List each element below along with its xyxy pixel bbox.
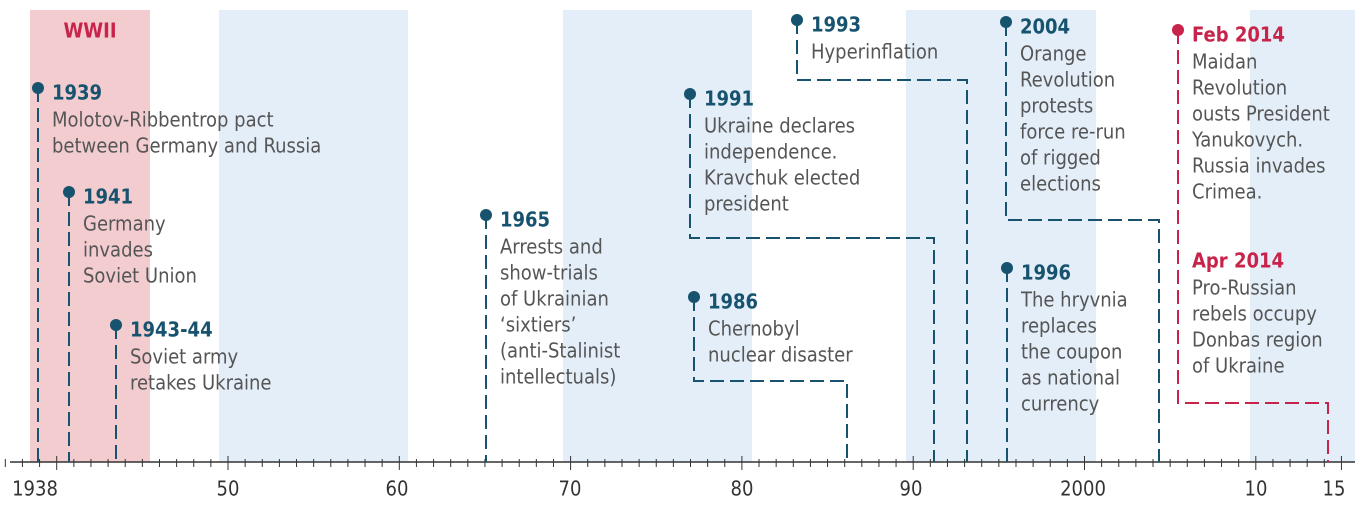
decade-band: [563, 10, 752, 462]
decade-band: [906, 10, 1096, 462]
event-dot: [32, 82, 44, 94]
event-dot: [688, 291, 700, 303]
decade-band: [219, 10, 408, 462]
event-year: 1993: [811, 13, 861, 37]
event-dot: [1172, 24, 1184, 36]
wwii-label: WWII: [63, 19, 116, 43]
event-text: independence.: [704, 140, 837, 164]
connector: [1177, 30, 1329, 462]
event-text: as national: [1021, 366, 1120, 390]
event-dot: [1001, 262, 1013, 274]
event: 1993 Hyperinflation: [791, 13, 968, 462]
event-text: protests: [1020, 94, 1093, 118]
x-tick-label: 70: [559, 477, 582, 501]
event-text: invades: [83, 238, 153, 262]
x-tick-label: 2000: [1060, 477, 1106, 501]
event-text: force re-run: [1020, 120, 1126, 144]
event-text: Maidan: [1192, 50, 1257, 74]
event-text: rebels occupy: [1192, 302, 1317, 326]
event-text: president: [704, 192, 789, 216]
event-text: Revolution: [1020, 68, 1115, 92]
event-year: 1991: [704, 87, 754, 111]
event-text: nuclear disaster: [708, 343, 853, 367]
event-year: 1941: [83, 185, 133, 209]
event-text: Molotov-Ribbentrop pact: [52, 108, 274, 132]
event-text: Crimea.: [1192, 180, 1262, 204]
connector: [796, 20, 968, 462]
event-text: Germany: [83, 212, 166, 236]
event-dot: [1000, 16, 1012, 28]
event-year: Apr 2014: [1192, 249, 1284, 273]
event-dot: [110, 319, 122, 331]
event-text: ousts President: [1192, 102, 1330, 126]
x-tick-label: 50: [217, 477, 240, 501]
event-dot: [480, 209, 492, 221]
event-text: replaces: [1021, 314, 1097, 338]
decade-band: [1250, 10, 1355, 462]
event-text: Donbas region: [1192, 328, 1323, 352]
event-text: Soviet army: [130, 345, 239, 369]
event-year: 1943-44: [130, 318, 213, 342]
event-year: 2004: [1020, 15, 1070, 39]
event-text: Arrests and: [500, 235, 603, 259]
event-text: Kravchuk elected: [704, 166, 860, 190]
event-text: Yanukovych.: [1191, 128, 1303, 152]
event-year: 1996: [1021, 261, 1071, 285]
x-tick-label: 1938: [12, 477, 58, 501]
event-text: The hryvnia: [1020, 288, 1128, 312]
event-text: Chernobyl: [708, 317, 800, 341]
event-text: currency: [1021, 392, 1100, 416]
event-text: Soviet Union: [83, 264, 197, 288]
event-year: 1939: [52, 81, 102, 105]
x-tick-label: 15: [1323, 477, 1346, 501]
event-year: Feb 2014: [1192, 23, 1285, 47]
connector: [693, 297, 848, 462]
event-text: of Ukrainian: [500, 287, 609, 311]
event-year: 1986: [708, 290, 758, 314]
event-text: the coupon: [1021, 340, 1122, 364]
event-text: Hyperinflation: [811, 40, 938, 64]
event-text: Russia invades: [1192, 154, 1325, 178]
x-tick-label: 10: [1245, 477, 1268, 501]
event-text: retakes Ukraine: [130, 371, 271, 395]
event-text: intellectuals): [500, 365, 616, 389]
wwii-band: [30, 10, 150, 462]
connector: [1005, 22, 1160, 462]
event-dot: [63, 186, 75, 198]
event-text: of Ukraine: [1192, 354, 1285, 378]
event-text: Ukraine declares: [704, 114, 855, 138]
event-text: (anti-Stalinist: [500, 339, 620, 363]
event-dot: [684, 88, 696, 100]
x-tick-label: 90: [900, 477, 923, 501]
event-text: between Germany and Russia: [52, 134, 321, 158]
connector: [689, 94, 935, 462]
x-tick-label: 60: [386, 477, 409, 501]
event-text: Orange: [1020, 42, 1086, 66]
x-tick-label: 80: [731, 477, 754, 501]
event-text: of rigged: [1020, 146, 1101, 170]
event-text: elections: [1020, 172, 1101, 196]
event-year: 1965: [500, 208, 550, 232]
event: 1991 Ukraine declaresindependence.Kravchu…: [684, 87, 935, 462]
event-text: Revolution: [1192, 76, 1287, 100]
event-text: Pro-Russian: [1192, 276, 1297, 300]
event-text: show-trials: [500, 261, 598, 285]
event-dot: [791, 14, 803, 26]
event-text: ‘sixtiers’: [500, 313, 576, 337]
